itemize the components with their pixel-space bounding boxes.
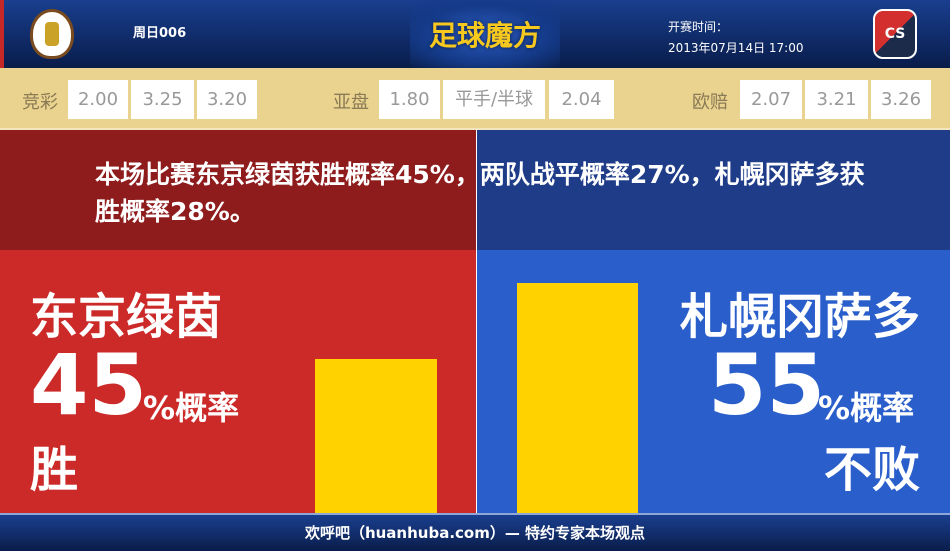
away-team-name: 札幌冈萨多	[679, 289, 920, 345]
summary-band-left	[0, 130, 476, 250]
kickoff-label: 开赛时间：	[668, 20, 729, 34]
away-probability-bar	[517, 283, 638, 513]
kickoff-time: 2013年07月14日 17:00	[668, 41, 804, 55]
jingcai-odds-away: 3.20	[197, 80, 257, 119]
home-team-crest-icon	[30, 9, 74, 59]
home-team-name: 东京绿茵	[30, 289, 223, 345]
away-team-crest-icon: CS	[873, 9, 917, 59]
jingcai-label: 竞彩	[22, 92, 58, 113]
oupei-odds-away: 3.26	[871, 80, 931, 119]
home-outcome: 胜	[30, 442, 79, 498]
yapan-odds-away: 2.04	[549, 80, 614, 119]
oupei-label: 欧赔	[692, 92, 728, 113]
match-number: 周日006	[133, 26, 187, 41]
away-percent: 55	[708, 336, 825, 434]
home-percent-suffix: %概率	[143, 389, 240, 427]
home-percent: 45	[30, 336, 147, 434]
jingcai-odds-draw: 3.25	[131, 80, 194, 119]
oupei-odds-home: 2.07	[740, 80, 802, 119]
away-percent-suffix: %概率	[818, 389, 915, 427]
brand-glow	[410, 0, 560, 68]
footer-credit: 欢呼吧（huanhuba.com）— 特约专家本场观点	[0, 513, 950, 551]
yapan-odds-home: 1.80	[379, 80, 440, 119]
yapan-handicap: 平手/半球	[443, 80, 545, 119]
jingcai-odds-home: 2.00	[68, 80, 128, 119]
yapan-label: 亚盘	[333, 92, 369, 113]
prediction-summary: 本场比赛东京绿茵获胜概率45%，两队战平概率27%，札幌冈萨多获胜概率28%。	[95, 160, 865, 226]
brand-logo: 足球魔方	[428, 19, 541, 52]
summary-band-right	[477, 130, 950, 250]
away-outcome: 不败	[823, 442, 920, 498]
home-probability-bar	[315, 358, 437, 513]
oupei-odds-draw: 3.21	[805, 80, 868, 119]
